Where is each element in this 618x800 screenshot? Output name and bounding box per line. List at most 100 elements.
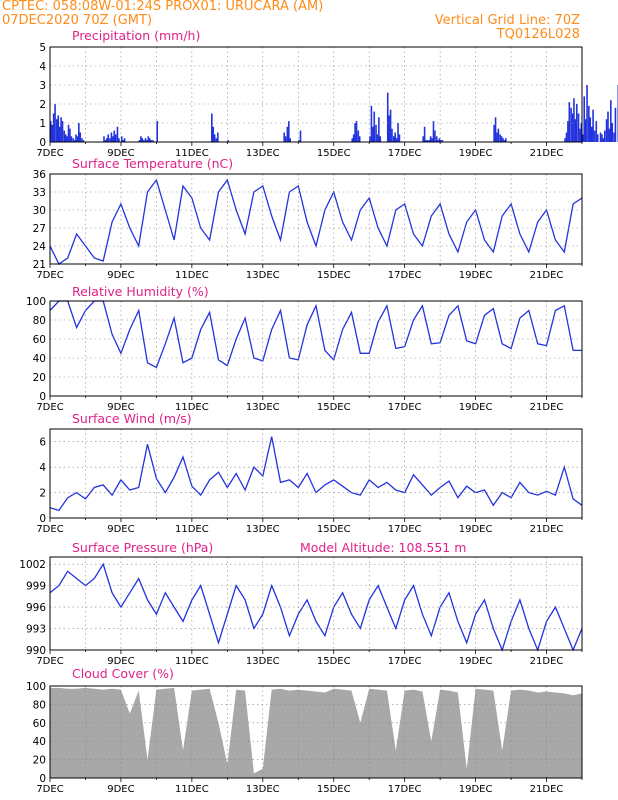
precip-bar (104, 140, 107, 142)
precip-bar (586, 85, 588, 142)
precip-bar (607, 111, 609, 142)
precip-bar (386, 92, 389, 142)
wind-xtick-label: 11DEC (175, 524, 209, 535)
precip-bar (388, 115, 390, 142)
precip-bar (391, 128, 393, 142)
precip-bar (351, 138, 354, 142)
pressure-xtick-label: 17DEC (388, 656, 422, 667)
precip-bar (493, 124, 495, 142)
precip-bar (577, 113, 580, 142)
precip-bar (116, 126, 119, 142)
precip-bar (583, 96, 586, 142)
precip-ytick-label: 1 (39, 118, 46, 130)
wind-panel: Surface Wind (m/s) 0 2 4 6 7DEC 9DEC 11DEC 13DEC… (36, 411, 583, 535)
humidity-ytick-label: 40 (33, 353, 46, 365)
wind-ytick-label: 2 (39, 488, 46, 500)
precip-bar (613, 132, 615, 142)
precip-bar (113, 130, 116, 142)
cloud-frame (49, 685, 583, 779)
precip-bar (51, 124, 54, 142)
humidity-frame (49, 300, 583, 397)
humidity-title: Relative Humidity (%) (72, 284, 209, 299)
precip-xtick-label: 21DEC (530, 148, 564, 159)
precip-bar (212, 126, 215, 142)
temperature-xtick-label: 9DEC (107, 270, 134, 281)
precip-bar (432, 121, 435, 142)
precip-bar (118, 138, 120, 142)
temperature-line (49, 178, 583, 265)
precip-bar (571, 113, 574, 142)
precip-ytick-label: 2 (39, 99, 46, 111)
precip-bar (389, 109, 392, 142)
precip-bar (299, 130, 302, 142)
temperature-ytick-label: 24 (33, 241, 47, 253)
precip-bar (373, 111, 376, 142)
precip-bar (217, 132, 219, 142)
precip-bar (66, 136, 68, 142)
precip-bar (603, 130, 606, 142)
humidity-xtick-label: 21DEC (530, 402, 564, 413)
precip-bar (146, 140, 148, 142)
precip-bar (150, 140, 152, 142)
precip-bar (138, 140, 141, 142)
temperature-ytick-label: 33 (33, 187, 46, 199)
precip-ytick-label: 3 (39, 80, 46, 92)
pressure-xtick-label: 19DEC (459, 656, 493, 667)
precip-bar (601, 134, 603, 142)
pressure-xtick-label: 21DEC (530, 656, 564, 667)
precip-bar (64, 134, 67, 142)
precip-bar (152, 140, 154, 142)
cloud-ytick-label: 0 (39, 773, 46, 785)
precip-bar (372, 126, 374, 142)
wind-xtick-label: 9DEC (107, 524, 134, 535)
precip-bar (428, 140, 431, 142)
header-location: CPTEC: 058:08W-01:24S PROX01: URUCARA (A… (2, 0, 324, 14)
humidity-xtick-label: 13DEC (246, 402, 280, 413)
cloud-ytick-label: 20 (33, 755, 46, 767)
precip-bar (595, 121, 598, 142)
wind-ytick-label: 6 (39, 437, 46, 449)
precip-bar (426, 140, 429, 142)
humidity-ytick-label: 100 (26, 296, 46, 308)
precip-bar (394, 132, 396, 142)
precip-frame (49, 46, 583, 143)
precip-bar (593, 130, 596, 142)
precip-bar (284, 136, 287, 142)
precip-bar (435, 136, 438, 142)
precip-bar (494, 117, 497, 142)
precip-bar (580, 123, 583, 142)
cloud-xtick-label: 17DEC (388, 784, 422, 795)
precip-bar (213, 134, 216, 142)
precip-bar (103, 136, 105, 142)
humidity-ytick-label: 20 (33, 372, 46, 384)
wind-ytick-label: 4 (39, 462, 46, 474)
temperature-ytick-label: 27 (33, 223, 46, 235)
precip-bar (289, 138, 291, 142)
precip-bar (112, 136, 114, 142)
precip-bar (72, 138, 74, 142)
precip-bar (123, 138, 126, 142)
precip-bar (378, 117, 380, 142)
precip-bar (422, 136, 424, 142)
precip-bar (50, 121, 52, 142)
precip-bar (156, 121, 158, 142)
precip-bar (505, 138, 507, 142)
precip-bar (614, 107, 617, 142)
precip-bar (357, 130, 360, 142)
cloud-xtick-label: 15DEC (317, 784, 351, 795)
precip-bar (61, 121, 64, 142)
humidity-ytick-label: 80 (33, 315, 46, 327)
humidity-line (49, 300, 582, 369)
precip-bar (423, 126, 426, 142)
wind-xtick-label: 21DEC (530, 524, 564, 535)
precip-bar (500, 136, 503, 142)
precip-xtick-label: 15DEC (317, 148, 351, 159)
precip-bar (67, 124, 70, 142)
humidity-xtick-label: 17DEC (388, 402, 422, 413)
humidity-ytick-label: 60 (33, 334, 46, 346)
cloud-ytick-label: 60 (33, 718, 46, 730)
precip-bar (375, 124, 377, 142)
precip-xtick-label: 19DEC (459, 148, 493, 159)
wind-ytick-label: 0 (39, 513, 46, 525)
